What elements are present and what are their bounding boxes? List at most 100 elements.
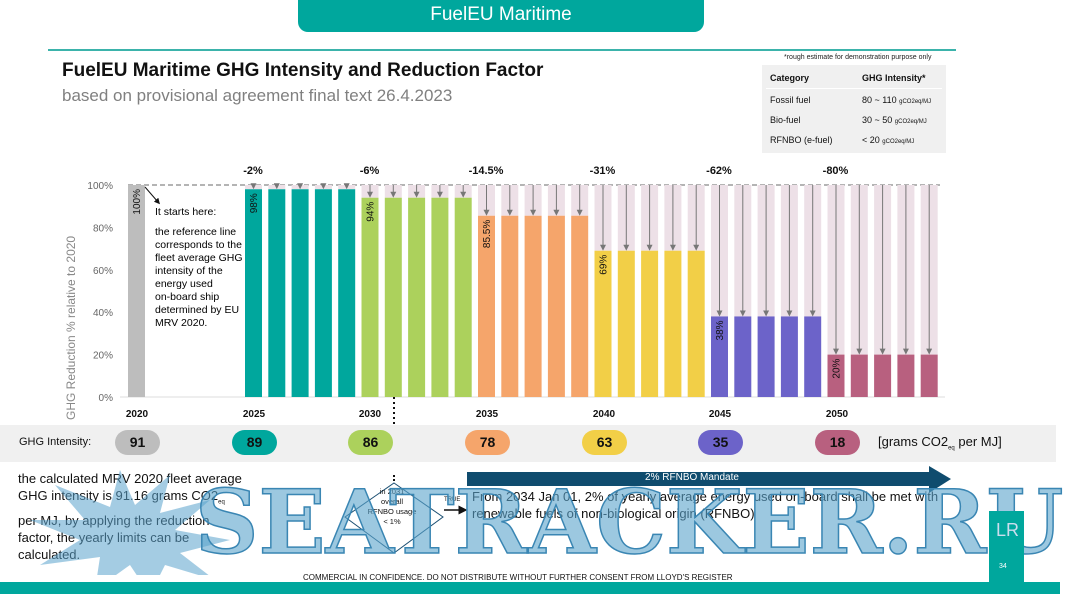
- decision-line: overall: [380, 497, 404, 506]
- intensity-pill-2040: 63: [582, 430, 627, 455]
- mandate-label: 2% RFNBO Mandate: [645, 472, 739, 483]
- reduction-label: -62%: [706, 165, 732, 177]
- lr-logo-icon: LR: [996, 520, 1020, 540]
- intensity-pill-2045: 35: [698, 430, 743, 455]
- bar: [268, 189, 286, 397]
- bar: [408, 197, 426, 397]
- bar: [850, 354, 868, 397]
- x-tick-label: 2040: [593, 409, 616, 420]
- bar-2020: [128, 185, 145, 397]
- annotation-body: the reference line corresponds to the flee…: [155, 226, 243, 329]
- table-note: *rough estimate for demonstration purpos…: [784, 54, 932, 61]
- mrv-explanation: the calculated MRV 2020 fleet average GH…: [18, 471, 242, 562]
- bar-label: 85.5%: [482, 220, 493, 248]
- bar: [780, 316, 798, 397]
- bar: [431, 197, 449, 397]
- bar: [338, 189, 356, 397]
- annotation-line: determined by EU: [155, 304, 239, 316]
- bar: [594, 250, 612, 397]
- x-tick-label: 2020: [126, 409, 149, 420]
- bar-label: 94%: [366, 202, 377, 222]
- intensity-band: [0, 425, 1056, 462]
- decision-line: RFNBO usage: [367, 507, 417, 516]
- bar: [874, 354, 892, 397]
- row-value: 80 ~ 110 gCO2eq/MJ: [862, 95, 932, 105]
- mandate-arrow: [467, 466, 951, 493]
- bar: [478, 215, 495, 397]
- bar: [827, 354, 845, 397]
- header-ghg-intensity: GHG Intensity*: [862, 73, 926, 83]
- bar: [687, 250, 705, 397]
- bar: [384, 197, 402, 397]
- row-category: Fossil fuel: [770, 95, 811, 105]
- page-subtitle: based on provisional agreement final tex…: [62, 86, 453, 105]
- row-category: RFNBO (e-fuel): [770, 135, 833, 145]
- table-divider: [766, 88, 942, 89]
- lr-logo-box: [989, 511, 1024, 583]
- bar: [454, 197, 472, 397]
- bar: [641, 250, 659, 397]
- fuel-intensity-table: Category GHG Intensity* Fossil fuel 80 ~…: [762, 65, 946, 153]
- bar: [314, 189, 332, 397]
- bar: [571, 215, 589, 397]
- bar-label: 69%: [599, 255, 610, 275]
- decision-diamond: [344, 475, 468, 554]
- intensity-pill-2025: 89: [232, 430, 277, 455]
- intensity-units: [grams CO2eq per MJ]: [878, 434, 1002, 452]
- mandate-arrow-shape: [467, 466, 951, 493]
- row-value: 30 ~ 50 gCO2eq/MJ: [862, 115, 927, 125]
- page-number: 34: [999, 563, 1007, 570]
- y-tick-label: 80%: [93, 223, 113, 234]
- annotation-line: energy used: [155, 278, 213, 290]
- row-category: Bio-fuel: [770, 115, 801, 125]
- x-tick-label: 2025: [243, 409, 266, 420]
- bar: [291, 189, 309, 397]
- annotation-line: fleet average GHG: [155, 252, 243, 264]
- annotation-line: the reference line: [155, 226, 236, 238]
- intensity-pill-2035: 78: [465, 430, 510, 455]
- y-tick-label: 100%: [87, 181, 113, 192]
- bars-group: 100% 98% 94% 85.5% 69% 38% 20%: [128, 183, 940, 397]
- confidential-notice: COMMERCIAL IN CONFIDENCE. DO NOT DISTRIB…: [303, 573, 733, 582]
- page-title: FuelEU Maritime GHG Intensity and Reduct…: [62, 60, 544, 81]
- bar: [617, 250, 635, 397]
- intensity-pill-2030: 86: [348, 430, 393, 455]
- section-tab: FuelEU Maritime: [298, 0, 704, 32]
- reduction-label: -14.5%: [469, 165, 504, 177]
- bar: [920, 354, 938, 397]
- x-tick-label: 2050: [826, 409, 849, 420]
- bar: [711, 316, 728, 397]
- intensity-label: GHG Intensity:: [19, 436, 92, 448]
- x-tick-label: 2035: [476, 409, 499, 420]
- bar: [897, 354, 915, 397]
- bar: [804, 316, 822, 397]
- x-axis-ticks: 2020 2025 2030 2035 2040 2045 2050: [126, 409, 849, 420]
- y-tick-label: 40%: [93, 308, 113, 319]
- bar: [547, 215, 565, 397]
- x-tick-label: 2045: [709, 409, 732, 420]
- bar: [501, 215, 519, 397]
- annotation-heading: It starts here:: [155, 206, 216, 218]
- mandate-text: From 2034 Jan 01, 2% of yearly average e…: [472, 489, 939, 521]
- bar: [245, 189, 262, 397]
- true-label: TRUE: [444, 497, 461, 503]
- bar-label: 20%: [832, 358, 843, 378]
- bar: [757, 316, 775, 397]
- intensity-pill-2020: 91: [115, 430, 160, 455]
- footer-bar: [0, 582, 1060, 594]
- bar-label: 38%: [715, 320, 726, 340]
- bar-label: 100%: [132, 189, 143, 215]
- annotation-line: on-board ship: [155, 291, 219, 303]
- bar: [524, 215, 542, 397]
- y-tick-label: 60%: [93, 266, 113, 277]
- reduction-label: -2%: [243, 165, 263, 177]
- diamond-shape: [344, 482, 444, 554]
- ghg-reduction-chart: GHG Reduction % relative to 2020 0% 20% 40…: [64, 165, 945, 425]
- y-tick-label: 0%: [99, 393, 114, 404]
- annotation-arrow: [144, 186, 160, 205]
- y-tick-label: 20%: [93, 351, 113, 362]
- bar: [734, 316, 752, 397]
- header-rule: [48, 49, 956, 51]
- bar: [361, 197, 379, 397]
- bar: [664, 250, 682, 397]
